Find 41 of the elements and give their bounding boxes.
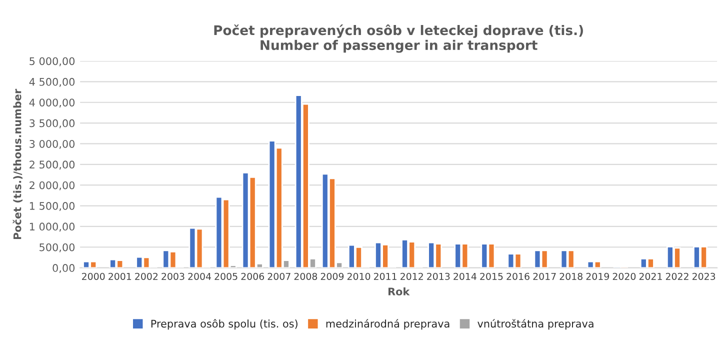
x-tick-label: 2006 — [241, 272, 264, 280]
x-tick-label: 2008 — [294, 272, 318, 280]
x-tick-label: 2016 — [506, 272, 530, 280]
x-tick-label: 2017 — [533, 272, 556, 280]
x-tick-label: 2013 — [427, 272, 450, 280]
y-tick-label: 500,00 — [40, 243, 75, 252]
y-tick-label: 4 500,00 — [29, 78, 75, 87]
legend-label: Preprava osôb spolu (tis. os) — [151, 319, 298, 330]
y-tick-label: 2 000,00 — [30, 181, 75, 190]
x-tick-label: 2000 — [82, 272, 105, 280]
x-tick-label: 2012 — [400, 272, 423, 280]
x-tick-label: 2001 — [108, 272, 132, 280]
x-axis-title: Rok — [388, 287, 410, 296]
x-tick-label: 2020 — [612, 272, 636, 280]
x-tick-label: 2009 — [320, 272, 344, 280]
y-tick-label: 1 000,00 — [30, 222, 75, 232]
x-tick-label: 2023 — [692, 272, 716, 280]
x-tick-label: 2011 — [374, 272, 396, 280]
x-tick-label: 2002 — [135, 272, 158, 280]
y-tick-label: 4 000,00 — [29, 98, 75, 108]
y-tick-label: 5 000,00 — [30, 57, 75, 66]
x-tick-label: 2021 — [639, 272, 662, 280]
x-tick-label: 2022 — [666, 272, 688, 280]
legend-label: medzinárodná preprava — [326, 319, 450, 330]
legend-label: vnútroštátna preprava — [478, 319, 594, 330]
x-tick-label: 2004 — [188, 272, 212, 280]
x-tick-label: 2015 — [480, 272, 503, 280]
y-axis-title: Počet (tis.)/thous.number — [12, 88, 22, 240]
x-tick-label: 2007 — [268, 272, 290, 280]
x-tick-label: 2003 — [162, 272, 184, 280]
x-tick-label: 2018 — [560, 272, 582, 280]
y-tick-label: 2 500,00 — [30, 160, 75, 170]
y-tick-label: 3 000,00 — [30, 140, 75, 149]
x-tick-label: 2014 — [454, 272, 476, 280]
x-tick-label: 2010 — [347, 272, 370, 280]
x-tick-label: 2019 — [586, 272, 609, 280]
y-tick-label: 1 500,00 — [30, 202, 75, 211]
y-tick-label: 0,00 — [52, 264, 75, 273]
x-tick-label: 2005 — [214, 272, 238, 280]
chart-title: Počet prepravených osôb v leteckej doprave (tis.) Number of passenger in air transport — [214, 24, 583, 53]
y-tick-label: 3 500,00 — [30, 119, 75, 128]
